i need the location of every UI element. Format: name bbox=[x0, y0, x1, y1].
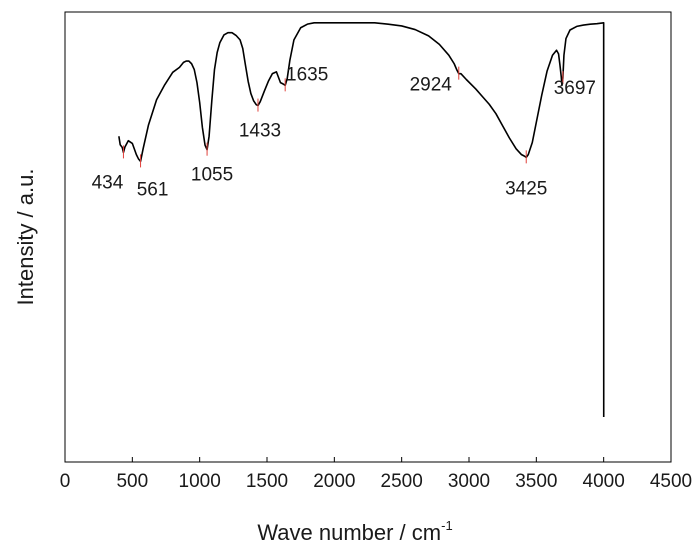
x-tick-label-3500: 3500 bbox=[515, 471, 557, 492]
x-tick-label-3000: 3000 bbox=[448, 471, 490, 492]
x-tick-label-4000: 4000 bbox=[583, 471, 625, 492]
x-tick-label-500: 500 bbox=[116, 471, 148, 492]
x-tick-label-1500: 1500 bbox=[246, 471, 288, 492]
peak-label-561: 561 bbox=[137, 179, 169, 200]
x-tick-label-1000: 1000 bbox=[179, 471, 221, 492]
x-axis-title-text: Wave number / cm bbox=[257, 520, 441, 545]
x-tick-label-2000: 2000 bbox=[313, 471, 355, 492]
x-tick-label-2500: 2500 bbox=[381, 471, 423, 492]
x-tick-label-4500: 4500 bbox=[650, 471, 692, 492]
spectrum-line bbox=[118, 22, 605, 418]
peak-label-1055: 1055 bbox=[191, 165, 233, 186]
peak-label-1433: 1433 bbox=[239, 121, 281, 142]
peak-label-2924: 2924 bbox=[410, 75, 453, 96]
x-axis-title-superscript: -1 bbox=[441, 518, 453, 533]
peak-label-3697: 3697 bbox=[554, 78, 596, 99]
y-axis-title: Intensity / a.u. bbox=[13, 169, 38, 306]
peak-labels: 434 561 1055 1433 1635 2924 3425 3697 bbox=[92, 64, 596, 200]
x-axis-title: Wave number / cm-1 bbox=[257, 518, 452, 545]
x-axis-ticks bbox=[64, 457, 672, 462]
peak-markers bbox=[122, 66, 564, 168]
x-tick-label-0: 0 bbox=[60, 471, 71, 492]
peak-label-434: 434 bbox=[92, 172, 124, 193]
x-axis-tick-labels: 0 500 1000 1500 2000 2500 3000 3500 4000 4500 bbox=[60, 471, 692, 492]
peak-label-1635: 1635 bbox=[286, 64, 328, 85]
plot-frame bbox=[64, 11, 672, 463]
peak-label-3425: 3425 bbox=[505, 178, 547, 199]
